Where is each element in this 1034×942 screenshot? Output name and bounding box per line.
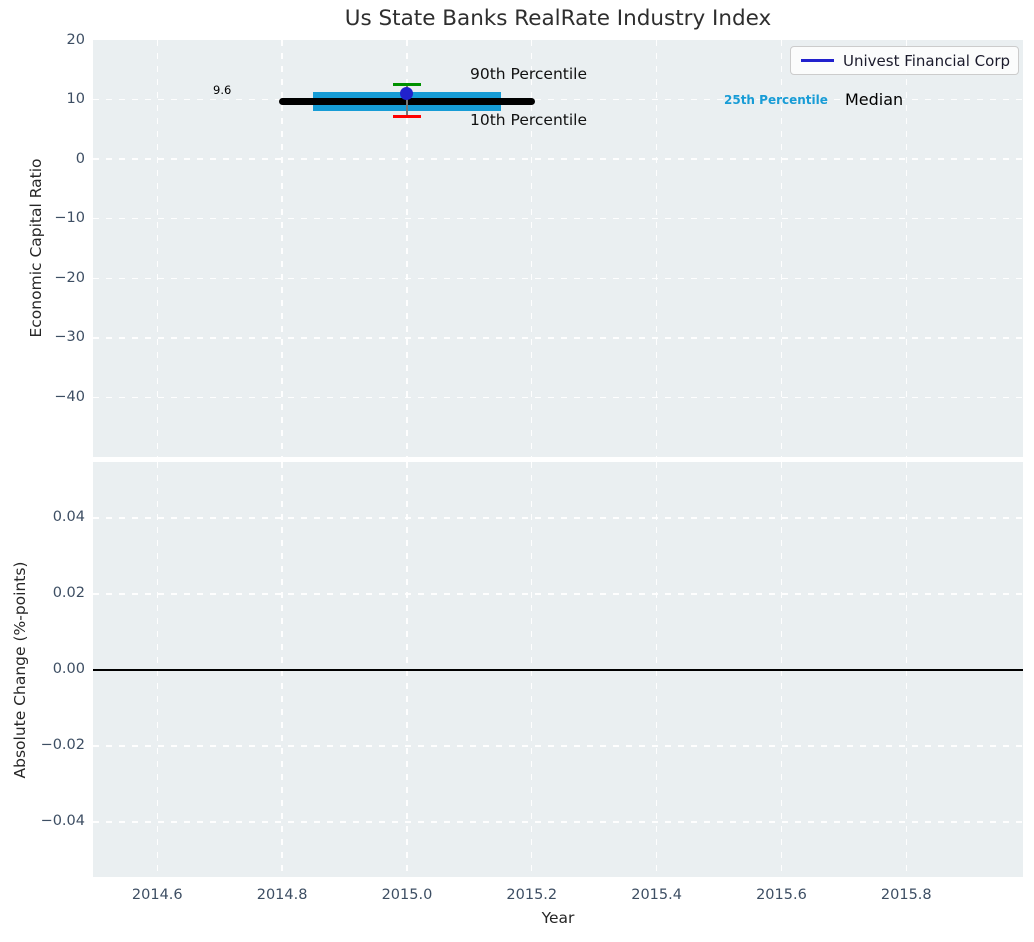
errorbar-line [406, 84, 408, 117]
y-tick-label: −10 [54, 210, 85, 227]
gridline-vertical [406, 40, 408, 457]
gridline-vertical [156, 40, 158, 457]
legend-label: Univest Financial Corp [843, 51, 1011, 70]
x-tick-label: 2014.6 [131, 887, 183, 903]
gridline-horizontal [93, 158, 1023, 160]
gridline-horizontal [93, 337, 1023, 339]
gridline-horizontal [93, 593, 1023, 595]
gridline-horizontal [93, 821, 1023, 823]
y-tick-label: −0.02 [40, 737, 85, 754]
x-tick-label: 2015.2 [506, 887, 558, 903]
zero-line [93, 668, 1023, 671]
gridline-vertical [655, 40, 658, 457]
gridline-horizontal [93, 277, 1023, 279]
x-tick-label: 2015.0 [381, 887, 433, 903]
y-tick-label: −40 [54, 388, 85, 405]
x-axis-label: Year [541, 909, 575, 927]
y-tick-label: 10 [66, 91, 85, 108]
legend-line-swatch [801, 59, 834, 62]
y-tick-label: 0.00 [52, 661, 85, 678]
annotation-10th-percentile: 10th Percentile [470, 111, 588, 129]
gridline-horizontal [93, 396, 1023, 399]
x-tick-label: 2015.6 [756, 887, 807, 903]
y-tick-label: 0 [75, 150, 85, 167]
gridline-horizontal [93, 745, 1023, 747]
y-tick-label: 0.04 [52, 509, 85, 526]
x-tick-label: 2014.8 [256, 887, 308, 903]
gridline-vertical [531, 40, 533, 457]
gridline-vertical [905, 40, 907, 457]
y-tick-label: 0.02 [52, 585, 85, 602]
legend: Univest Financial Corp [790, 46, 1019, 75]
gridline-vertical [281, 40, 283, 457]
annotation-median-value: 9.6 [213, 83, 232, 97]
company-point [400, 87, 414, 101]
gridline-vertical [780, 40, 783, 457]
y-tick-label: −20 [54, 269, 85, 286]
y-tick-label: −0.04 [40, 813, 85, 830]
gridline-horizontal [93, 218, 1023, 220]
top-plot-area [93, 40, 1023, 457]
annotation-25th-percentile: 25th Percentile [724, 93, 828, 107]
annotation-90th-percentile: 90th Percentile [470, 65, 588, 83]
gridline-horizontal [93, 98, 1023, 101]
annotation-median: Median [845, 90, 904, 109]
errorbar-cap-low [392, 114, 421, 118]
x-tick-label: 2015.8 [880, 887, 932, 903]
y-axis-label-top: Economic Capital Ratio [27, 158, 45, 338]
gridline-horizontal [93, 517, 1023, 519]
x-tick-label: 2015.4 [631, 887, 682, 903]
errorbar-cap-high [392, 82, 421, 86]
y-tick-label: 20 [66, 31, 85, 48]
chart-title: Us State Banks RealRate Industry Index [344, 6, 772, 31]
y-tick-label: −30 [54, 329, 85, 346]
